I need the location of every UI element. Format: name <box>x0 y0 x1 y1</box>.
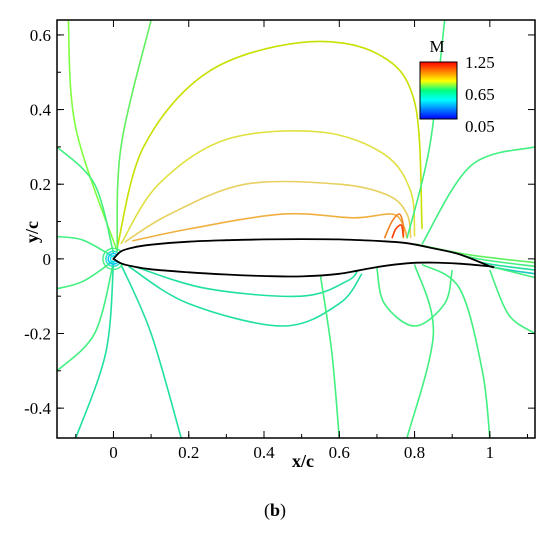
legend-label: 0.65 <box>465 85 495 104</box>
contour-line <box>132 212 408 242</box>
x-tick-label: 0.4 <box>253 443 275 462</box>
y-tick-label: 0.2 <box>30 175 51 194</box>
legend-label: 1.25 <box>465 53 495 72</box>
contour-line <box>128 265 363 327</box>
contour-line <box>67 20 118 252</box>
x-tick-label: 0.6 <box>329 443 350 462</box>
legend: M 1.25 0.65 0.05 <box>419 37 495 136</box>
contour-line <box>376 268 453 327</box>
x-tick-label: 1 <box>486 443 495 462</box>
legend-label: 0.05 <box>465 117 495 136</box>
contour-line <box>57 146 115 254</box>
contour-line <box>406 264 435 438</box>
contour-line <box>120 264 182 438</box>
y-tick-label: -0.2 <box>24 325 51 344</box>
y-tick-label: 0.4 <box>30 101 52 120</box>
contour-line <box>406 20 446 239</box>
y-tick-label: -0.4 <box>24 399 51 418</box>
contour-line <box>116 40 423 248</box>
contour-line <box>57 260 114 290</box>
y-axis-label: y/c <box>22 221 42 243</box>
figure-caption: (b) <box>263 500 286 520</box>
y-tick-label: 0 <box>43 250 52 269</box>
contour-line <box>383 213 405 239</box>
contour-line <box>135 266 359 298</box>
contour-line <box>421 263 491 438</box>
caption-letter: b <box>269 500 280 520</box>
x-tick-label: 0.2 <box>178 443 199 462</box>
contour-line <box>120 130 416 245</box>
contour-line <box>75 262 115 438</box>
contour-line <box>57 262 115 372</box>
contour-line <box>489 269 535 335</box>
contour-line <box>116 20 152 252</box>
contour-line <box>124 180 412 243</box>
legend-colorbar <box>419 61 458 120</box>
airfoil-surface <box>112 238 495 278</box>
y-axis-ticks: -0.4 -0.2 0 0.2 0.4 0.6 <box>24 26 535 418</box>
contour-line <box>391 224 405 239</box>
x-axis-ticks: 0 0.2 0.4 0.6 0.8 1 <box>75 20 528 462</box>
contour-line <box>421 146 535 245</box>
contour-line <box>489 265 535 279</box>
contour-line <box>57 235 114 258</box>
airfoil-outline <box>112 238 495 278</box>
legend-title: M <box>429 37 444 56</box>
y-tick-label: 0.6 <box>30 26 51 45</box>
plot-frame <box>56 19 536 439</box>
contour-figure: 0 0.2 0.4 0.6 0.8 1 -0.4 -0.2 0 0.2 0.4 0.6 x/c y/… <box>22 19 536 471</box>
contour-lines <box>57 20 535 438</box>
x-tick-label: 0 <box>109 443 118 462</box>
contour-line <box>319 275 341 438</box>
x-axis-label: x/c <box>292 451 314 471</box>
x-tick-label: 0.8 <box>404 443 425 462</box>
